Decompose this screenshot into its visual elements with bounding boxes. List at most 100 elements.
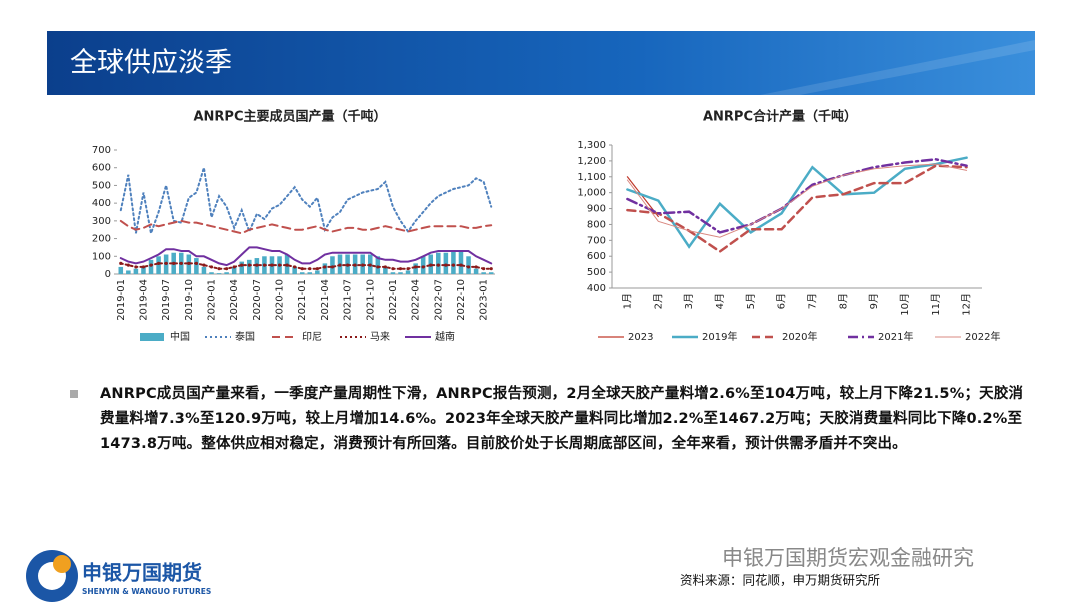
series-marker [119,261,123,265]
series-marker [489,267,493,271]
series-marker [338,263,342,267]
x-tick-label: 2021-01 [297,279,308,321]
bar [451,250,456,274]
x-tick-label: 7月 [806,293,818,309]
series-marker [466,265,471,269]
bar [224,272,229,274]
x-tick-label: 2022-01 [388,279,399,321]
bar [118,266,124,274]
x-tick-label: 4月 [714,293,726,309]
series-line [626,156,968,249]
series-marker [141,265,146,269]
bar [398,272,403,274]
bar [390,272,396,274]
bar [420,256,426,274]
bar [292,266,297,274]
series-marker [232,265,236,269]
series-marker [172,261,176,265]
series-marker [330,265,335,269]
series-marker [134,265,138,269]
bar [436,252,441,274]
series-marker [277,263,282,267]
bar [201,266,207,274]
legend-label: 马来 [370,331,390,343]
x-tick-label: 2020-10 [275,279,286,321]
x-tick-label: 2023-01 [479,279,490,321]
series-line [119,219,493,235]
y-tick-label: 700 [587,235,606,246]
bar [315,270,320,274]
x-tick-label: 11月 [930,293,942,316]
bar [216,273,222,274]
x-tick-label: 2021-07 [343,279,354,321]
bar [458,250,464,274]
series-line [119,246,493,267]
paragraph: ANRPC成员国产量来看，一季度产量周期性下滑，ANRPC报告预测，2月全球天胶… [100,386,1024,452]
series-marker [240,263,244,267]
series-line [626,164,968,254]
legend-label: 中国 [170,330,190,343]
series-marker [285,263,289,267]
series-marker [247,263,251,267]
x-tick-label: 2019-04 [138,279,149,321]
series-marker [383,265,387,269]
x-tick-label: 2022-04 [411,279,422,321]
bar [209,272,214,274]
legend-label: 2023 [628,332,653,343]
logo: 申银万国期货 SHENYIN & WANGUO FUTURES [26,550,211,602]
series-marker [217,267,221,271]
series-marker [300,267,304,271]
bar [231,266,237,274]
bar [488,272,494,274]
series-marker [308,267,312,271]
x-tick-label: 2022-07 [433,279,444,321]
series-marker [361,263,365,267]
y-tick-label: 1,100 [577,172,606,183]
series-marker [429,263,433,267]
bar [383,266,388,274]
bar [299,272,305,274]
series-marker [353,263,357,267]
chart-title: ANRPC合计产量（千吨） [703,109,857,125]
x-tick-label: 2020-07 [252,279,263,321]
logo-en: SHENYIN & WANGUO FUTURES [82,587,211,596]
series-marker [406,267,410,271]
x-tick-label: 2019-10 [184,279,195,321]
chart-title: ANRPC主要成员国产量（千吨） [193,109,386,125]
series-line [119,167,493,238]
bar [194,258,199,274]
series-marker [270,263,274,267]
y-tick-label: 800 [587,219,606,230]
y-tick-label: 1,300 [577,140,606,151]
y-tick-label: 600 [587,251,606,262]
bar [466,256,471,274]
series-marker [209,265,214,269]
x-tick-label: 5月 [745,293,757,309]
series-marker [255,263,259,267]
series-marker [149,263,153,267]
legend-label: 2021年 [878,330,913,343]
legend-label: 2020年 [782,330,817,343]
series-marker [421,265,425,269]
bar [330,256,335,274]
series-marker [126,263,130,267]
x-tick-label: 9月 [868,293,880,309]
series-marker [482,267,486,271]
y-tick-label: 100 [92,251,111,262]
y-tick-label: 600 [92,163,111,174]
x-tick-label: 2020-01 [207,279,218,321]
series-line [626,158,968,234]
bar [247,259,252,274]
watermark: 申银万国期货宏观金融研究 [722,546,974,570]
y-tick-label: 500 [92,180,111,191]
series-marker [368,263,372,267]
legend-label: 印尼 [302,331,322,343]
series-marker [194,261,198,265]
bar [307,272,313,274]
header-band [47,31,1035,95]
series-marker [451,263,456,267]
series-marker [345,263,350,267]
bar [141,266,146,274]
bar [375,256,381,274]
